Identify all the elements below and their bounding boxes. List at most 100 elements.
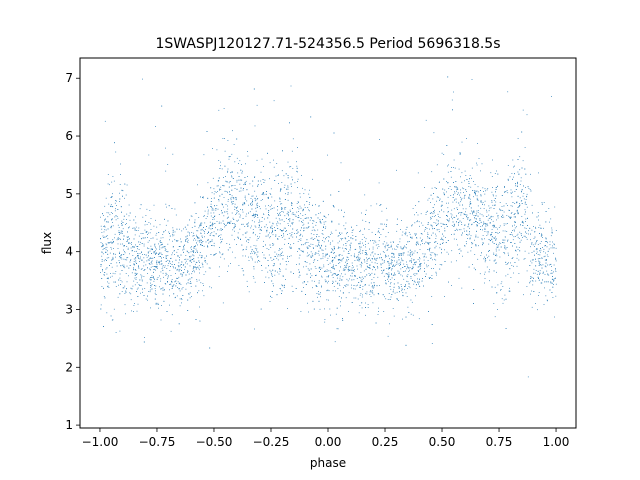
data-point [218, 180, 220, 181]
data-point [161, 305, 162, 306]
data-point [102, 253, 104, 255]
data-point [293, 273, 294, 274]
data-point [462, 255, 463, 257]
data-point [416, 237, 417, 238]
data-point [424, 229, 426, 230]
data-point [199, 320, 201, 322]
data-point [514, 173, 515, 175]
data-point [554, 206, 556, 208]
data-point [304, 261, 306, 262]
data-point [226, 243, 228, 244]
data-point [218, 235, 220, 236]
data-point [206, 255, 207, 257]
data-point [418, 271, 419, 272]
data-point [439, 217, 441, 218]
data-point [210, 212, 212, 214]
data-point [505, 236, 506, 238]
data-point [129, 238, 130, 240]
data-point [325, 238, 326, 240]
data-point [404, 233, 406, 234]
data-point [506, 231, 508, 232]
data-point [200, 229, 202, 231]
data-point [453, 208, 455, 210]
data-point [326, 276, 328, 278]
data-point [178, 270, 180, 272]
data-point [360, 266, 362, 268]
data-point [308, 209, 309, 211]
data-point [339, 240, 340, 242]
data-point [387, 261, 388, 262]
data-point [283, 227, 285, 229]
data-point [467, 251, 469, 253]
data-point [241, 179, 243, 181]
data-point [414, 263, 416, 265]
data-point [279, 254, 281, 255]
data-point [427, 232, 429, 234]
data-point [178, 288, 180, 290]
data-point [256, 195, 257, 197]
data-point [318, 293, 319, 295]
data-point [418, 221, 420, 223]
data-point [339, 275, 341, 277]
data-point [488, 239, 490, 240]
data-point [398, 253, 400, 255]
data-point [380, 263, 382, 265]
data-point [524, 258, 526, 259]
data-point [277, 213, 278, 214]
data-point [123, 264, 125, 266]
data-point [548, 264, 550, 266]
data-point [260, 171, 262, 173]
data-point [315, 222, 317, 223]
data-point [219, 188, 220, 190]
data-point [279, 214, 281, 216]
data-point [390, 283, 391, 285]
data-point [452, 109, 453, 111]
data-point [120, 255, 122, 257]
data-point [329, 255, 330, 257]
data-point [342, 292, 344, 293]
data-point [255, 234, 256, 236]
data-point [538, 227, 540, 228]
data-point [394, 260, 395, 262]
data-point [341, 273, 342, 275]
data-point [512, 191, 513, 193]
data-point [220, 256, 222, 258]
data-point [150, 307, 151, 309]
data-point [232, 178, 234, 179]
data-point [193, 267, 194, 269]
data-point [420, 233, 422, 234]
data-point [316, 236, 317, 238]
data-point [402, 252, 404, 254]
data-point [329, 270, 331, 272]
data-point [435, 215, 436, 216]
data-point [127, 237, 129, 238]
data-point [441, 264, 443, 266]
data-point [142, 216, 144, 218]
data-point [318, 254, 320, 256]
data-point [259, 229, 261, 231]
data-point [522, 195, 524, 197]
data-point [358, 252, 360, 254]
data-point [179, 290, 181, 292]
data-point [527, 217, 528, 219]
data-point [288, 213, 289, 215]
data-point [484, 278, 486, 279]
data-point [396, 262, 398, 263]
data-point [338, 209, 340, 211]
data-point [416, 273, 418, 275]
data-point [101, 259, 103, 261]
data-point [244, 202, 245, 203]
data-point [160, 242, 161, 243]
data-point [359, 276, 360, 278]
data-point [521, 220, 523, 222]
data-point [378, 228, 380, 229]
data-point [318, 280, 320, 282]
data-point [137, 255, 138, 256]
data-point [513, 176, 514, 178]
data-point [510, 193, 512, 194]
data-point [133, 238, 135, 240]
data-point [179, 265, 181, 267]
data-point [510, 234, 512, 235]
data-point [392, 274, 394, 276]
data-point [169, 233, 170, 234]
